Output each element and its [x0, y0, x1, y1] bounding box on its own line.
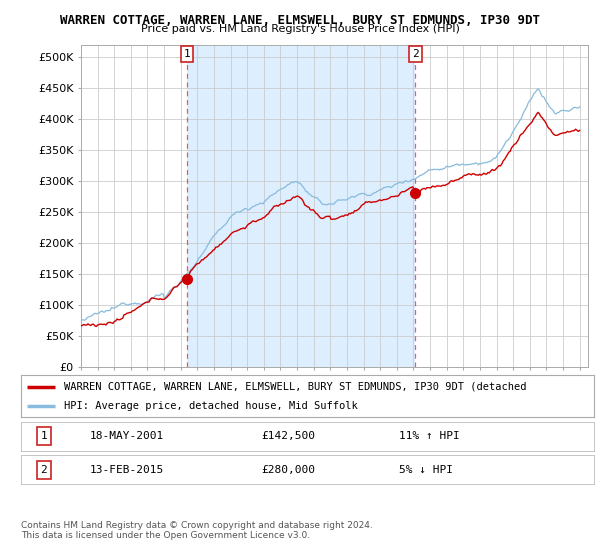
Text: Price paid vs. HM Land Registry's House Price Index (HPI): Price paid vs. HM Land Registry's House …: [140, 24, 460, 34]
Text: 1: 1: [184, 49, 190, 59]
Text: WARREN COTTAGE, WARREN LANE, ELMSWELL, BURY ST EDMUNDS, IP30 9DT: WARREN COTTAGE, WARREN LANE, ELMSWELL, B…: [60, 14, 540, 27]
Text: WARREN COTTAGE, WARREN LANE, ELMSWELL, BURY ST EDMUNDS, IP30 9DT (detached: WARREN COTTAGE, WARREN LANE, ELMSWELL, B…: [64, 381, 526, 391]
Text: Contains HM Land Registry data © Crown copyright and database right 2024.
This d: Contains HM Land Registry data © Crown c…: [21, 521, 373, 540]
Text: £142,500: £142,500: [262, 431, 316, 441]
Text: 18-MAY-2001: 18-MAY-2001: [90, 431, 164, 441]
Text: 13-FEB-2015: 13-FEB-2015: [90, 465, 164, 475]
Text: HPI: Average price, detached house, Mid Suffolk: HPI: Average price, detached house, Mid …: [64, 401, 358, 411]
Text: 5% ↓ HPI: 5% ↓ HPI: [399, 465, 453, 475]
Text: 2: 2: [412, 49, 419, 59]
Text: 1: 1: [41, 431, 47, 441]
Text: £280,000: £280,000: [262, 465, 316, 475]
Text: 2: 2: [41, 465, 47, 475]
Text: 11% ↑ HPI: 11% ↑ HPI: [399, 431, 460, 441]
Bar: [187, 45, 415, 367]
